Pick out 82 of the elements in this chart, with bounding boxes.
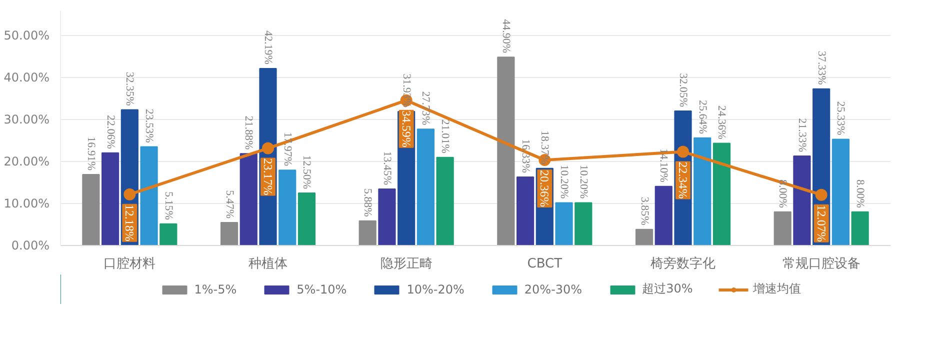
data-label: 13.45% xyxy=(380,151,393,186)
legend-label: 10%-20% xyxy=(406,282,464,296)
data-label: 8.00% xyxy=(854,180,866,208)
data-label: 12.07% xyxy=(814,204,828,242)
data-label: 14.10% xyxy=(658,148,670,182)
bar xyxy=(555,202,573,246)
data-label: 44.90% xyxy=(500,19,512,54)
x-tick-label: 隐形正畸 xyxy=(380,256,432,272)
data-label: 16.33% xyxy=(519,139,532,173)
point xyxy=(262,142,274,154)
legend-label: 5%-10% xyxy=(296,282,347,296)
legend-label: 20%-30% xyxy=(524,282,582,296)
x-tick-label: 常规口腔设备 xyxy=(782,256,860,272)
y-tick-label: 30.00% xyxy=(4,112,50,127)
data-label: 25.64% xyxy=(696,100,708,134)
data-label: 25.33% xyxy=(834,101,847,136)
bar xyxy=(220,222,238,246)
data-label: 10.20% xyxy=(577,164,590,199)
y-tick-label: 10.00% xyxy=(4,196,50,211)
bar xyxy=(278,170,296,246)
bar xyxy=(635,228,654,246)
bar xyxy=(102,152,120,246)
y-tick-label: 40.00% xyxy=(4,70,50,85)
data-label: 8.00% xyxy=(776,180,789,208)
data-label: 21.01% xyxy=(439,119,452,154)
data-label: 5.88% xyxy=(362,188,374,217)
data-label: 22.34% xyxy=(676,162,690,199)
bar xyxy=(832,138,850,246)
data-label: 16.91% xyxy=(84,136,97,171)
data-label: 21.33% xyxy=(796,118,808,152)
y-tick-label: 0.00% xyxy=(11,238,50,252)
bar xyxy=(140,146,158,246)
data-label: 42.19% xyxy=(262,30,274,64)
point xyxy=(677,146,689,158)
data-label: 23.17% xyxy=(261,158,275,196)
x-tick-label: 种植体 xyxy=(248,256,288,272)
bar xyxy=(774,211,792,246)
data-label: 12.18% xyxy=(122,204,137,242)
data-label: 21.88% xyxy=(242,116,255,150)
data-label: 32.35% xyxy=(124,72,136,106)
bar xyxy=(712,142,731,246)
data-label: 27.73% xyxy=(420,91,432,126)
bar xyxy=(416,128,434,246)
legend-label: 超过30% xyxy=(642,280,693,298)
data-label: 5.47% xyxy=(223,190,236,219)
bar xyxy=(851,211,869,246)
x-tick-label: 口腔材料 xyxy=(104,256,156,272)
bar xyxy=(516,176,534,246)
data-label: 31.93% xyxy=(400,74,412,108)
data-label: 3.85% xyxy=(638,196,650,226)
data-label: 5.15% xyxy=(162,191,174,220)
bar xyxy=(378,188,396,246)
point xyxy=(815,188,828,201)
data-label: 17.97% xyxy=(281,132,294,166)
bar xyxy=(160,223,178,246)
legend-label: 增速均值 xyxy=(752,280,801,298)
y-tick-label: 20.00% xyxy=(4,154,50,169)
bar xyxy=(82,174,100,246)
data-label: 22.06% xyxy=(104,115,116,149)
y-tick-label: 50.00% xyxy=(4,28,50,43)
data-label: 12.50% xyxy=(300,155,313,190)
bar xyxy=(497,56,515,246)
bar xyxy=(358,220,376,246)
x-tick-label: 椅旁数字化 xyxy=(650,256,716,272)
data-label: 32.05% xyxy=(677,73,689,108)
data-label: 18.37% xyxy=(538,130,551,164)
bar xyxy=(436,156,454,246)
bar xyxy=(240,153,258,246)
point xyxy=(124,188,136,200)
legend-label: 1%-5% xyxy=(194,282,237,296)
data-label: 34.59% xyxy=(399,110,414,148)
bar xyxy=(298,192,316,246)
data-label: 10.20% xyxy=(558,164,570,199)
bar xyxy=(694,137,712,246)
data-label: 37.33% xyxy=(815,50,828,85)
data-label: 20.36% xyxy=(538,170,552,208)
x-tick-label: CBCT xyxy=(527,256,562,272)
data-label: 23.53% xyxy=(143,108,156,143)
bar xyxy=(793,155,811,246)
bar xyxy=(574,202,592,246)
data-label: 24.36% xyxy=(716,105,728,140)
bar xyxy=(654,186,672,246)
